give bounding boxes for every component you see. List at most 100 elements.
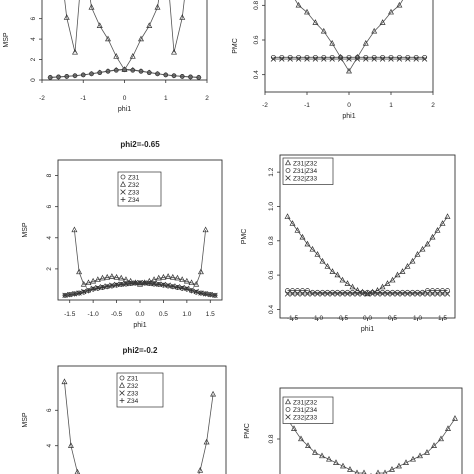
data-point-Z31|Z34 [425,288,430,293]
data-point-cross [371,56,377,62]
data-point-Z31|Z32 [314,251,321,257]
legend-label: Z33 [127,390,139,397]
data-point-Z31|Z32 [294,226,301,233]
data-point-circle [47,75,53,80]
y-axis-label: MSP [22,412,29,428]
legend-marker [285,398,291,405]
y-tick-label: 0.6 [268,270,275,279]
data-point-Z34 [114,282,119,288]
data-point-Z31|Z32 [291,425,297,431]
data-point-Z34 [90,287,96,292]
data-point-Z31|Z32 [326,455,332,462]
data-point-Z32|Z33 [384,291,391,297]
data-point-Z31|Z34 [300,288,305,293]
y-tick-label: 0.8 [253,0,260,9]
legend-box [282,396,334,424]
data-point-Z32|Z33 [444,291,451,297]
legend-label: Z32 [127,383,139,390]
data-point-Z32 [197,467,204,473]
legend-label: Z34 [128,197,140,204]
x-tick-label: 1.0 [182,311,191,318]
data-point-Z32 [183,277,190,284]
data-point-circle [179,74,185,79]
y-tick-label: 4 [46,444,53,448]
data-point-Z32 [104,273,111,280]
legend-label: Z31|Z34 [293,168,317,175]
data-point-Z31|Z32 [347,466,353,472]
series-line-Z31|Z32 [287,216,448,295]
data-point-Z31|Z32 [349,283,356,290]
data-point-circle [171,73,177,79]
data-point-Z31|Z32 [434,226,441,233]
y-tick-label: 0 [30,78,37,82]
data-point-Z31|Z32 [438,435,444,442]
data-point-Z31|Z32 [389,466,395,472]
data-point-Z31|Z34 [285,288,290,293]
x-axis-label: phi1 [361,326,374,333]
y-tick-label: 4 [46,236,53,240]
data-point-Z31|Z32 [309,245,316,252]
legend-label: Z31|Z32 [293,399,317,406]
data-point-Z32 [193,280,200,287]
data-point-triangle [379,19,386,25]
data-point-Z34 [212,292,218,298]
x-tick-label: -1 [80,95,86,102]
series-line-triangle [64,0,185,71]
y-tick-label: 4 [30,37,37,41]
data-point-Z32|Z33 [429,291,436,297]
data-point-Z31|Z32 [403,459,409,465]
plot-panel-4: -1.5 -1.0 -0.5 0.0 0.5 1.0 1.5 0.4 0.6 0.8 1.0 1.2 P… [241,154,456,333]
data-point-circle [72,73,78,79]
data-point-cross [337,56,344,62]
legend-label: Z31|Z34 [293,407,317,414]
legend-marker [285,414,291,420]
data-point-triangle [396,1,403,8]
data-point-triangle [129,52,136,59]
x-tick-label: 1.5 [438,315,447,322]
data-point-Z31|Z32 [414,251,421,257]
data-point-Z32 [80,280,87,287]
data-point-triangle [154,3,161,10]
data-point-Z31|Z32 [444,213,451,219]
plot-frame [57,365,227,474]
data-point-triangle [329,39,336,46]
panel-title: phi2=-0.2 [123,346,158,355]
legend-label: Z32|Z33 [293,414,317,421]
data-point-Z32 [160,273,167,280]
data-point-Z31|Z32 [319,452,325,459]
x-tick-label: 2 [205,95,209,102]
data-point-Z32|Z33 [404,291,411,297]
data-point-Z32 [203,438,210,445]
legend-marker [120,197,126,202]
data-point-Z32|Z33 [299,291,306,297]
x-tick-label: 0.0 [135,311,144,318]
data-point-Z34 [203,291,208,297]
data-point-Z32|Z33 [289,291,296,297]
x-tick-label: -2 [39,95,45,102]
y-tick-label: 0.4 [268,305,275,314]
data-point-Z31|Z32 [389,276,396,283]
data-point-Z34 [72,291,77,297]
legend-label: Z33 [128,189,140,196]
series-line-triangle [294,0,404,72]
data-point-Z32 [174,274,181,281]
x-tick-label: 0 [347,102,351,109]
data-point-Z32|Z33 [399,291,406,297]
data-point-Z32|Z33 [284,291,291,297]
x-tick-label: 0 [123,95,127,102]
data-point-circle [97,70,103,76]
data-point-circle [64,74,70,79]
data-point-Z31|Z32 [375,469,381,474]
data-point-Z31|Z34 [295,288,300,293]
data-point-Z31|Z32 [333,459,339,465]
data-point-Z34 [142,280,148,286]
series-group [47,0,202,80]
data-point-Z32 [71,226,78,233]
data-point-circle [155,71,160,77]
data-point-cross [329,56,335,62]
data-point-Z34 [81,289,87,295]
data-point-circle [122,67,127,73]
data-point-Z32 [155,274,162,281]
